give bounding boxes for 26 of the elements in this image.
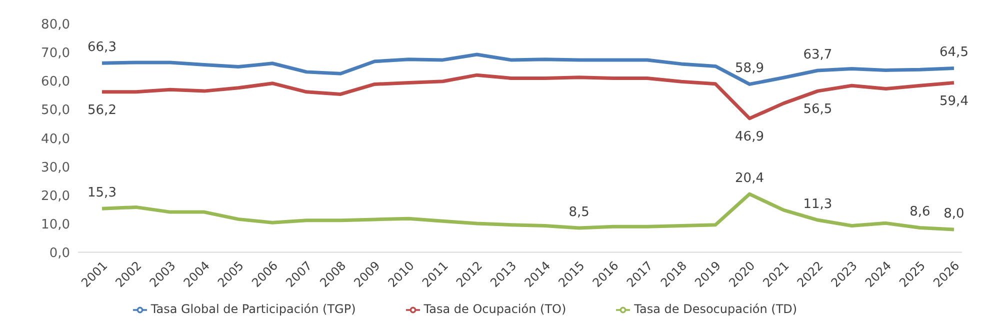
- data-label: 8,6: [910, 204, 930, 220]
- legend-label: Tasa de Ocupación (TO): [424, 302, 566, 316]
- data-label: 8,5: [568, 205, 590, 220]
- data-label: 11,3: [803, 197, 832, 212]
- y-tick-label: 10,0: [41, 217, 70, 232]
- data-label: 15,3: [88, 186, 116, 201]
- y-tick-label: 50,0: [41, 103, 70, 118]
- data-label: 56,5: [803, 102, 832, 118]
- data-label: 56,2: [88, 102, 116, 118]
- legend-label: Tasa Global de Participación (TGP): [150, 302, 356, 316]
- data-label: 20,4: [735, 171, 764, 186]
- data-label: 64,5: [940, 45, 968, 60]
- y-tick-label: 30,0: [41, 160, 70, 176]
- y-tick-label: 60,0: [41, 74, 70, 90]
- y-tick-label: 20,0: [41, 188, 70, 204]
- data-label: 46,9: [735, 129, 764, 144]
- data-label: 66,3: [88, 40, 116, 56]
- data-label: 63,7: [803, 48, 832, 63]
- y-tick-label: 0,0: [49, 246, 70, 261]
- y-tick-label: 40,0: [41, 132, 70, 147]
- data-label: 59,4: [940, 94, 968, 109]
- legend-label: Tasa de Desocupación (TD): [634, 302, 798, 316]
- y-tick-label: 70,0: [41, 46, 70, 62]
- data-label: 8,0: [944, 206, 964, 222]
- data-label: 58,9: [735, 61, 764, 76]
- y-tick-label: 80,0: [41, 18, 70, 33]
